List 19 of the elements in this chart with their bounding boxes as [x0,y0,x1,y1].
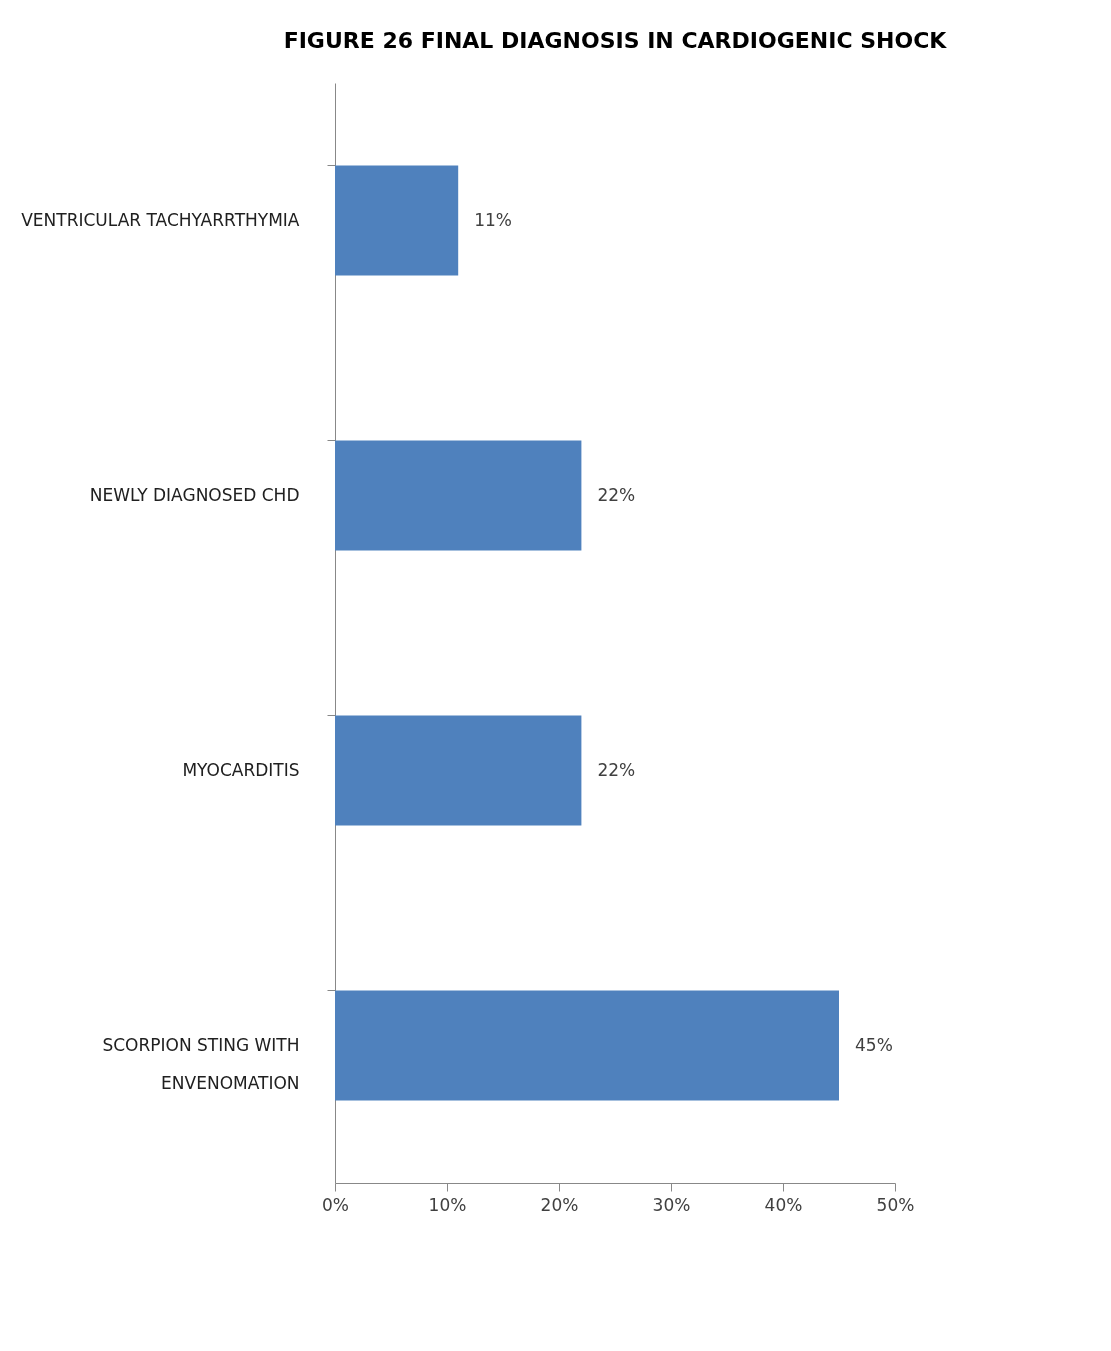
data-label: 22% [597,759,636,780]
data-label: 22% [597,484,636,505]
bar [335,990,839,1101]
x-tick-label: 50% [876,1194,915,1215]
y-tick-label: NEWLY DIAGNOSED CHD [89,484,300,505]
data-label: 45% [855,1034,893,1055]
x-tick-label: 30% [652,1194,691,1215]
x-tick-label: 0% [322,1194,349,1215]
y-tick-label: SCORPION STING WITH ENVENOMATION [102,1034,300,1093]
data-label: 11% [474,209,512,230]
bar [335,715,582,826]
chart-title: FIGURE 26 FINAL DIAGNOSIS IN CARDIOGENIC SHOCK [283,28,948,53]
x-tick-label: 10% [428,1194,467,1215]
x-tick-label: 20% [540,1194,579,1215]
bar [335,165,459,276]
y-tick-label: VENTRICULAR TACHYARRTHYMIA [21,209,300,230]
bar [335,440,582,551]
x-tick-label: 40% [764,1194,803,1215]
y-tick-label: MYOCARDITIS [182,759,300,780]
